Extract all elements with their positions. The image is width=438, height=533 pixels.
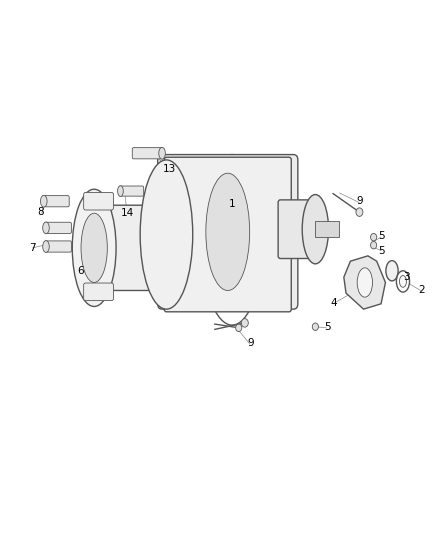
Ellipse shape bbox=[206, 173, 250, 290]
FancyBboxPatch shape bbox=[45, 241, 71, 252]
FancyBboxPatch shape bbox=[278, 200, 318, 259]
Ellipse shape bbox=[399, 276, 406, 287]
Ellipse shape bbox=[312, 323, 318, 330]
Ellipse shape bbox=[396, 271, 410, 292]
Ellipse shape bbox=[42, 241, 49, 253]
Text: 5: 5 bbox=[378, 231, 385, 241]
Text: 5: 5 bbox=[324, 322, 331, 332]
FancyBboxPatch shape bbox=[45, 222, 71, 233]
FancyBboxPatch shape bbox=[158, 155, 298, 309]
Ellipse shape bbox=[72, 189, 116, 306]
Ellipse shape bbox=[41, 195, 47, 207]
Text: 13: 13 bbox=[163, 165, 176, 174]
Text: 8: 8 bbox=[37, 207, 44, 217]
FancyBboxPatch shape bbox=[84, 283, 113, 301]
Ellipse shape bbox=[159, 147, 166, 159]
FancyBboxPatch shape bbox=[84, 192, 113, 210]
Text: 1: 1 bbox=[229, 199, 236, 208]
Text: 5: 5 bbox=[378, 246, 385, 255]
FancyBboxPatch shape bbox=[132, 148, 163, 159]
FancyBboxPatch shape bbox=[164, 157, 291, 312]
Text: 9: 9 bbox=[357, 197, 364, 206]
Ellipse shape bbox=[302, 195, 328, 264]
FancyBboxPatch shape bbox=[42, 196, 69, 207]
FancyBboxPatch shape bbox=[315, 221, 339, 237]
FancyBboxPatch shape bbox=[92, 205, 166, 290]
Text: 7: 7 bbox=[28, 243, 35, 253]
Ellipse shape bbox=[42, 222, 49, 234]
Ellipse shape bbox=[357, 268, 372, 297]
Ellipse shape bbox=[386, 261, 398, 281]
Text: 3: 3 bbox=[403, 272, 410, 281]
Text: 14: 14 bbox=[121, 208, 134, 217]
Ellipse shape bbox=[140, 160, 193, 309]
Text: 4: 4 bbox=[330, 298, 337, 308]
Ellipse shape bbox=[356, 208, 363, 216]
Ellipse shape bbox=[371, 233, 377, 241]
Ellipse shape bbox=[117, 186, 124, 197]
Polygon shape bbox=[344, 256, 385, 309]
Text: 9: 9 bbox=[247, 338, 254, 348]
Ellipse shape bbox=[236, 324, 242, 332]
Text: 6: 6 bbox=[78, 266, 85, 276]
Ellipse shape bbox=[81, 213, 107, 282]
FancyBboxPatch shape bbox=[119, 186, 144, 196]
Ellipse shape bbox=[241, 319, 248, 327]
Ellipse shape bbox=[201, 155, 263, 325]
Text: 2: 2 bbox=[418, 285, 425, 295]
Ellipse shape bbox=[371, 241, 377, 249]
